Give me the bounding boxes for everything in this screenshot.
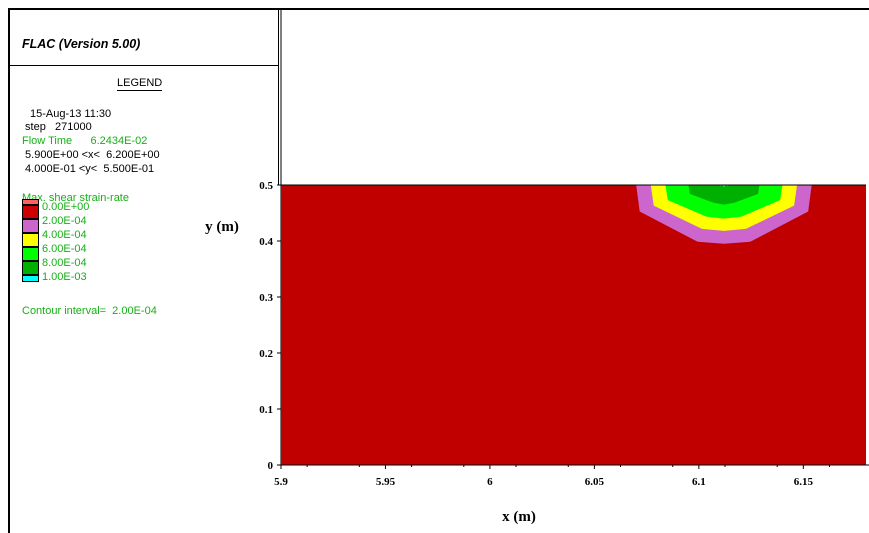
- y-tick-label-2: 0.2: [259, 348, 273, 360]
- y-tick-label-4: 0.4: [259, 236, 273, 248]
- y-tick-label-3: 0.3: [259, 292, 273, 304]
- x-tick-label-2: 6: [487, 476, 493, 488]
- y-tick-label-0: 0: [268, 460, 274, 472]
- x-tick-label-4: 6.1: [692, 476, 706, 488]
- y-axis-title: y (m): [205, 219, 239, 235]
- x-tick-label-0: 5.9: [274, 476, 288, 488]
- y-tick-label-1: 0.1: [259, 404, 273, 416]
- x-tick-label-3: 6.05: [585, 476, 605, 488]
- x-tick-label-5: 6.15: [794, 476, 814, 488]
- x-axis-title: x (m): [502, 509, 536, 525]
- x-tick-label-1: 5.95: [376, 476, 396, 488]
- y-tick-label-5: 0.5: [259, 180, 273, 192]
